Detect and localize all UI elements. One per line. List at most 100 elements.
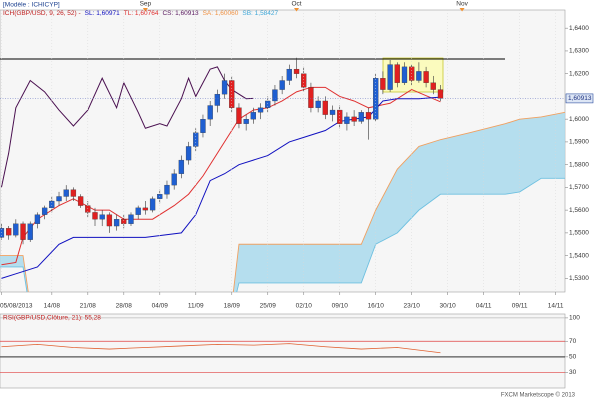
indicator-line <box>1 86 441 266</box>
candle-body <box>13 223 19 236</box>
candle-body <box>171 173 177 186</box>
indicator-line <box>0 66 254 188</box>
candle-body <box>394 64 400 83</box>
candle-body <box>20 223 26 240</box>
plot-layer <box>1 343 441 354</box>
indicator-label: ICH(GBP/USD, 9, 26, 52) - SL: 1,60971 TL: … <box>3 10 279 17</box>
x-tick-label: 14/11 <box>548 303 564 310</box>
y-tick-label: 1,6400 <box>569 25 589 32</box>
candle-body <box>437 89 444 99</box>
candle-body <box>250 112 257 120</box>
candle-body <box>365 112 372 120</box>
x-tick-label: 09/11 <box>512 303 528 310</box>
candle-body <box>322 100 328 115</box>
candle-body <box>128 214 134 224</box>
y-tick-label: 50 <box>569 354 577 361</box>
indicator-value: SA: 1,60060 <box>203 10 239 17</box>
candle-body <box>214 93 221 106</box>
candle-body <box>49 200 55 209</box>
y-tick-label: 1,5800 <box>569 161 589 168</box>
current-price-box <box>565 93 594 104</box>
candle-body <box>344 116 350 124</box>
candle-body <box>0 228 5 238</box>
x-tick-label: 18/09 <box>224 303 241 310</box>
candle-body <box>380 78 386 90</box>
y-tick-label: 1,5500 <box>569 230 589 237</box>
candle-body <box>149 198 156 211</box>
x-tick-label: 28/08 <box>116 303 133 310</box>
candle-body <box>164 184 170 195</box>
candle-body <box>387 64 393 90</box>
x-tick-label: 11/09 <box>188 303 204 310</box>
candle-body <box>243 119 249 124</box>
candle-body <box>293 68 300 74</box>
candle-body <box>70 189 77 197</box>
candle-body <box>41 207 48 215</box>
candle-body <box>423 71 429 83</box>
y-tick-label: 30 <box>569 369 577 376</box>
x-tick-label: 23/10 <box>404 303 421 310</box>
candle-body <box>373 78 379 120</box>
y-tick-label: 1,6000 <box>569 116 589 123</box>
x-tick-label: 05/08/2013 <box>0 303 33 310</box>
y-tick-label: 100 <box>569 315 580 322</box>
y-tick-label: 1,5600 <box>569 207 589 214</box>
y-tick-label: 1,5400 <box>569 252 589 259</box>
x-tick-label: 09/10 <box>332 303 349 310</box>
candle-body <box>358 112 364 122</box>
indicator-value: SL: 1,60971 <box>85 10 120 17</box>
y-tick-label: 1,6300 <box>569 48 589 55</box>
rsi-title: RSI(GBP/USD,Clôture, 21): 55,28 <box>3 315 101 322</box>
indicator-value: SB: 1,58427 <box>242 10 278 17</box>
candle-body <box>236 107 242 124</box>
y-tick-label: 1,6200 <box>569 70 589 77</box>
x-tick-label: 16/10 <box>368 303 385 310</box>
x-tick-label: 30/10 <box>440 303 457 310</box>
candle-body <box>106 214 113 227</box>
month-label: Oct <box>291 1 301 8</box>
candle-body <box>77 196 84 206</box>
candle-body <box>416 71 422 81</box>
candle-body <box>34 214 41 224</box>
y-tick-label: 1,5700 <box>569 184 589 191</box>
candle-body <box>279 80 285 90</box>
y-tick-label: 70 <box>569 338 577 345</box>
y-tick-label: 1,5300 <box>569 275 589 282</box>
candle-body <box>315 100 321 108</box>
candle-body <box>430 82 436 90</box>
candle-body <box>56 196 62 202</box>
candle-body <box>135 207 141 215</box>
month-marker <box>142 8 148 12</box>
candle-body <box>221 80 228 95</box>
rsi-line <box>1 343 441 354</box>
candle-body <box>27 223 33 240</box>
x-tick-label: 21/08 <box>80 303 97 310</box>
span-b-line <box>0 111 565 292</box>
candle-body <box>329 109 336 115</box>
x-tick-label: 25/09 <box>260 303 277 310</box>
candle-body <box>113 219 120 227</box>
current-price-label: 1,60913 <box>568 95 592 102</box>
candle-body <box>142 207 149 211</box>
y-tick-label: 1,5900 <box>569 139 589 146</box>
candle-body <box>351 116 357 122</box>
rsi-plot-area <box>0 313 566 389</box>
model-label: [Modèle : ICHICYP] <box>3 2 60 9</box>
cloud-fill <box>0 112 565 292</box>
candle-body <box>5 228 12 236</box>
candle-body <box>92 212 98 220</box>
candle-body <box>178 159 185 174</box>
candle-body <box>200 119 206 133</box>
indicator-value: TL: 1,60764 <box>124 10 159 17</box>
candle-body <box>308 87 314 108</box>
candle-body <box>272 89 278 102</box>
month-marker <box>294 8 300 12</box>
indicator-value: CS: 1,60913 <box>162 10 199 17</box>
month-label: Sep <box>140 1 152 8</box>
span-a-line <box>0 177 565 292</box>
candle-body <box>207 105 213 120</box>
x-tick-label: 04/09 <box>152 303 169 310</box>
x-tick-label: 02/10 <box>296 303 313 310</box>
footer: FXCM Marketscope © 2013 <box>501 392 576 399</box>
